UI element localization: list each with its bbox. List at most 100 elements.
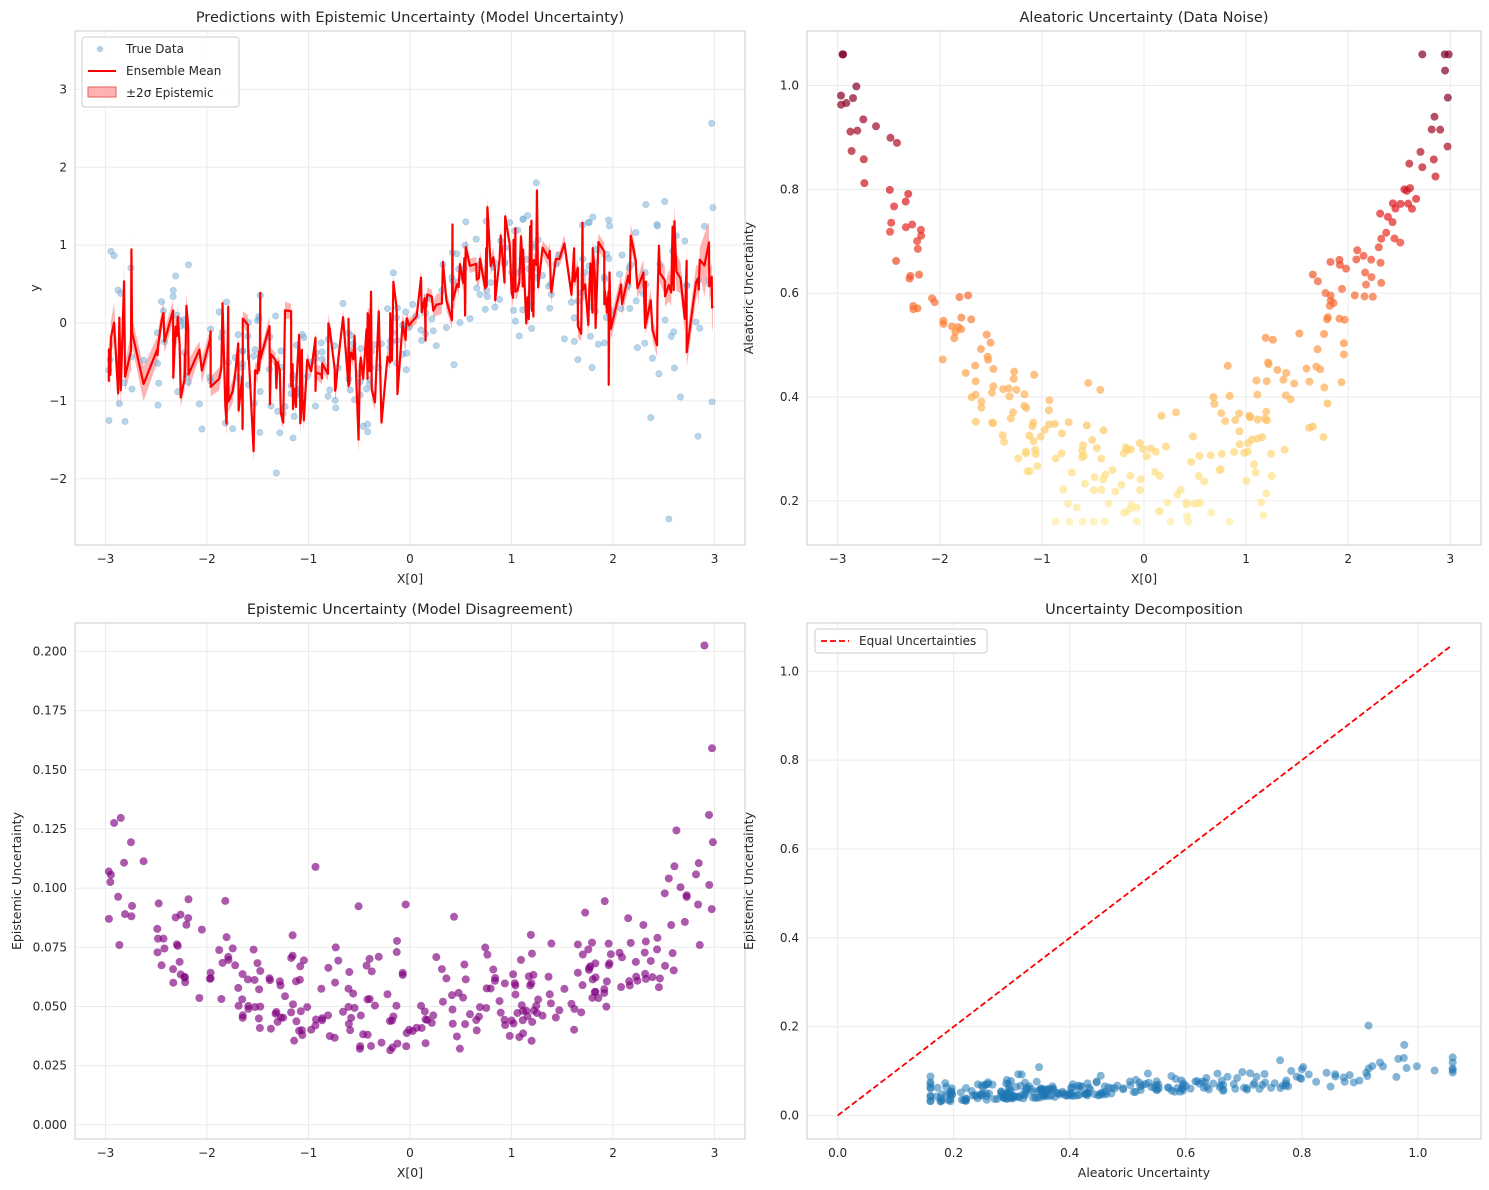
epistemic-point (255, 985, 264, 994)
decomposition-point (1304, 1070, 1313, 1079)
aleatoric-point (1249, 460, 1258, 469)
true-data-point (546, 304, 554, 312)
epistemic-point (228, 944, 237, 953)
decomposition-point (1364, 1064, 1373, 1073)
aleatoric-point (908, 220, 917, 229)
epistemic-point (324, 963, 333, 972)
true-data-point (594, 340, 602, 348)
aleatoric-point (1282, 368, 1291, 377)
epistemic-point (249, 945, 258, 954)
aleatoric-point (1031, 450, 1040, 459)
epistemic-point (626, 938, 635, 947)
epistemic-point (547, 939, 556, 948)
aleatoric-point (1206, 451, 1215, 460)
decomposition-point (981, 1080, 990, 1089)
decomposition-point (1058, 1087, 1067, 1096)
epistemic-point (311, 862, 320, 871)
epistemic-point (128, 901, 137, 910)
decomposition-point (1233, 1074, 1242, 1083)
aleatoric-point (1290, 379, 1299, 388)
aleatoric-point (1207, 508, 1216, 517)
epistemic-point (704, 810, 713, 819)
epistemic-point (555, 1006, 564, 1015)
aleatoric-point (1242, 476, 1251, 485)
epistemic-point (578, 950, 587, 959)
epistemic-point (475, 1012, 484, 1021)
epistemic-point (664, 874, 673, 883)
epistemic-point (115, 940, 124, 949)
aleatoric-point (859, 115, 868, 124)
epistemic-point (459, 993, 468, 1002)
aleatoric-point (1136, 475, 1145, 484)
epistemic-point (345, 968, 354, 977)
epistemic-point (276, 981, 285, 990)
epistemic-point (160, 944, 169, 953)
true-data-point (442, 323, 450, 331)
true-data-point (456, 318, 464, 326)
aleatoric-point (1390, 234, 1399, 243)
decomposition-point (926, 1096, 935, 1105)
y-axis-label: Epistemic Uncertainty (741, 811, 756, 950)
decomposition-point (1209, 1079, 1218, 1088)
epistemic-point (661, 961, 670, 970)
aleatoric-point (1268, 335, 1277, 344)
true-data-point (154, 360, 162, 368)
epistemic-point (153, 924, 162, 933)
epistemic-point (217, 994, 226, 1003)
x-tick-label: 0.8 (1292, 1146, 1311, 1160)
aleatoric-point (1064, 418, 1073, 427)
epistemic-point (290, 1036, 299, 1045)
decomposition-point (1412, 1062, 1421, 1071)
epistemic-point (472, 1026, 481, 1035)
legend-box (81, 36, 240, 108)
aleatoric-point (1429, 155, 1438, 164)
epistemic-point (157, 961, 166, 970)
aleatoric-point (1097, 454, 1106, 463)
epistemic-point (127, 912, 136, 921)
decomposition-point (1125, 1077, 1134, 1086)
panel-p2: −3 −2 −1 0 1 2 3 0.2 0.4 0.6 0.8 1.0 Aleatoric Uncer… (741, 10, 1482, 586)
decomposition-point (1143, 1069, 1152, 1078)
aleatoric-point (1308, 422, 1317, 431)
epistemic-point (370, 1001, 379, 1010)
true-data-point (586, 332, 594, 340)
true-data-point (184, 261, 192, 269)
epistemic-point (591, 987, 600, 996)
true-data-point (462, 218, 470, 226)
decomposition-point (1076, 1082, 1085, 1091)
epistemic-point (356, 1011, 365, 1020)
true-data-point (696, 324, 704, 332)
aleatoric-point (1259, 511, 1268, 520)
aleatoric-point (1262, 489, 1271, 498)
aleatoric-point (1078, 441, 1087, 450)
epistemic-point (519, 1029, 528, 1038)
epistemic-point (700, 641, 709, 650)
true-data-point (641, 339, 649, 347)
epistemic-point (676, 883, 685, 892)
epistemic-point (154, 899, 163, 908)
plot-area (104, 641, 717, 1055)
epistemic-point (349, 989, 358, 998)
decomposition-point (1402, 1064, 1411, 1073)
epistemic-point (511, 981, 520, 990)
epistemic-point (448, 1019, 457, 1028)
decomposition-point (948, 1090, 957, 1099)
aleatoric-point (852, 82, 861, 91)
epistemic-point (331, 943, 340, 952)
true-data-point (277, 347, 285, 355)
aleatoric-point (1313, 345, 1322, 354)
aleatoric-point (1097, 485, 1106, 494)
aleatoric-point (1235, 440, 1244, 449)
epistemic-point (501, 1021, 510, 1030)
aleatoric-point (1040, 425, 1049, 434)
epistemic-point (365, 994, 374, 1003)
decomposition-point (1170, 1087, 1179, 1096)
epistemic-point (509, 1019, 518, 1028)
plot-frame (806, 30, 1482, 546)
aleatoric-point (971, 361, 980, 370)
epistemic-point (311, 1021, 320, 1030)
aleatoric-point (913, 244, 922, 253)
aleatoric-point (1359, 251, 1368, 260)
epistemic-point (234, 1001, 243, 1010)
decomposition-point (1193, 1077, 1202, 1086)
